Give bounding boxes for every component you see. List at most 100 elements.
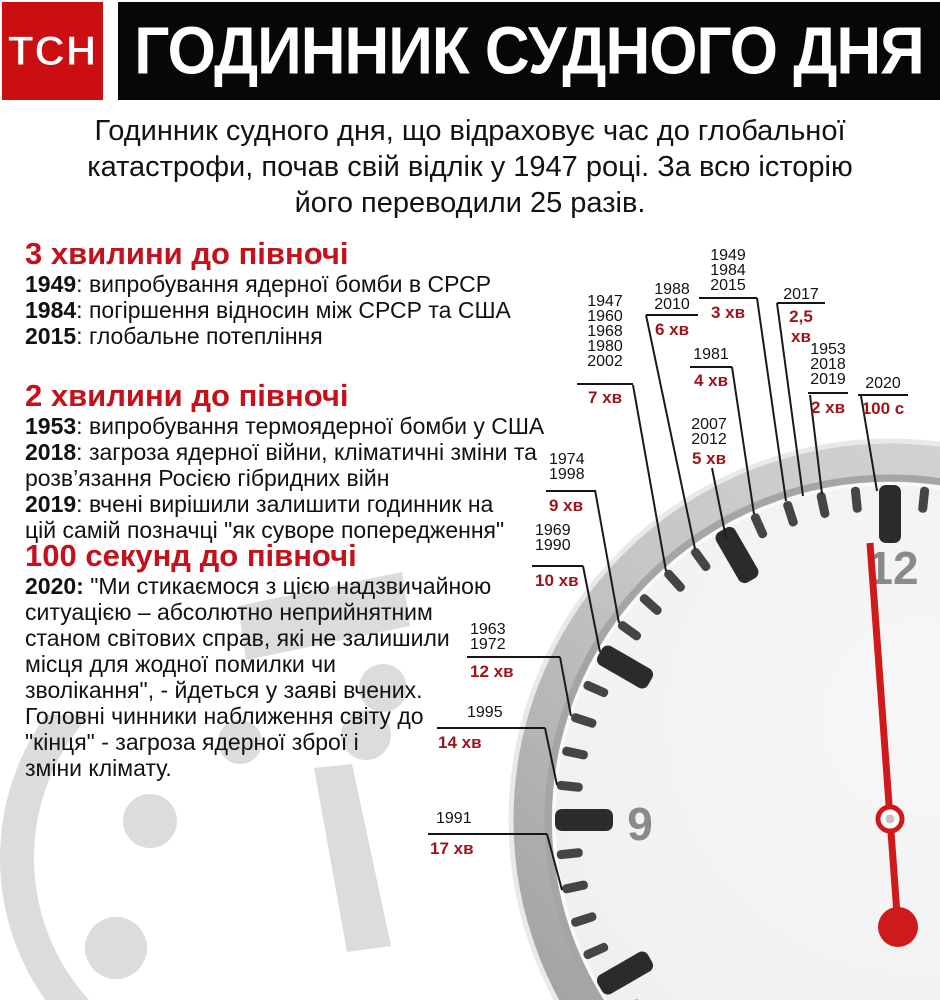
annotation-minutes: 3 хв: [710, 303, 746, 322]
clock-numeral-9: 9: [627, 798, 653, 850]
tsn-logo: ТСН: [2, 2, 103, 100]
annotation-years: 2020: [865, 375, 901, 392]
clock-tick-minor: [583, 680, 609, 698]
clock-annotation-9min: 1974 1998 9 хв: [546, 452, 596, 516]
annotation-minutes: 6 хв: [654, 320, 690, 339]
clock-tick-minor: [556, 848, 583, 860]
annotation-minutes: 10 хв: [535, 571, 579, 590]
leader-line-2-5min: [776, 302, 804, 497]
clock-tick-minor: [562, 746, 588, 760]
clock-hand-counterweight: [878, 907, 918, 947]
section-2-minutes: 2 хвилини до півночі 1953: випробування …: [25, 380, 544, 543]
annotation-underline: [428, 833, 547, 835]
clock-annotation-2-5min: 2017 2,5 хв: [777, 287, 825, 347]
annotation-years: 2017: [783, 286, 819, 303]
annotation-underline: [690, 366, 732, 368]
clock-tick-minor: [583, 942, 609, 960]
annotation-years: 1947 1960 1968 1980 2002: [587, 293, 623, 370]
clock-tick-minor: [918, 486, 930, 513]
clock-annotation-12min: 1963 1972 12 хв: [467, 622, 560, 682]
tsn-logo-text: ТСН: [7, 27, 98, 75]
intro-text: Годинник судного дня, що відраховує час …: [87, 115, 853, 219]
entry-year: 1949: [25, 271, 77, 297]
entry-year: 1953: [25, 413, 77, 439]
watermark-hand: [314, 764, 391, 952]
entry-text: : вчені вирішили залишити годинник на ці…: [25, 491, 505, 543]
section-100-seconds: 100 секунд до півночі 2020: "Ми стикаємо…: [25, 540, 491, 781]
clock-tick-minor: [562, 880, 588, 894]
timeline-entry: 2020: "Ми стикаємося з цією надзвичайною…: [25, 573, 491, 781]
clock-tick-minor: [664, 569, 685, 592]
clock-annotation-2min: 1953 2018 2019 2 хв: [808, 342, 848, 418]
annotation-minutes: 2 хв: [810, 398, 846, 417]
annotation-underline: [532, 565, 583, 567]
annotation-years: 1953 2018 2019: [810, 341, 846, 388]
watermark-dot: [359, 664, 407, 712]
section-heading: 100 секунд до півночі: [25, 538, 357, 573]
watermark-dot: [341, 710, 391, 760]
annotation-underline: [808, 392, 848, 394]
entry-text: : глобальне потепління: [76, 323, 323, 349]
clock-tick-minor: [639, 594, 662, 615]
clock-rim: [510, 440, 940, 1000]
section-3-minutes: 3 хвилини до півночі 1949: випробування …: [25, 238, 511, 349]
entry-text: : випробування ядерної бомби в СРСР: [76, 271, 492, 297]
leader-line-10min: [582, 565, 601, 653]
clock-annotation-100s: 2020 100 с: [858, 376, 908, 419]
clock: 12 9: [508, 438, 940, 1000]
clock-rim-inner-line: [552, 482, 940, 1000]
clock-tick-minor: [750, 513, 768, 539]
clock-tick-minor: [571, 912, 597, 927]
entry-text: "Ми стикаємося з цією надзвичайною ситуа…: [25, 573, 492, 781]
annotation-underline: [546, 490, 596, 492]
annotation-leader-lines: [544, 297, 878, 891]
annotation-years: 1995: [467, 704, 503, 721]
annotation-minutes: 14 хв: [438, 733, 482, 752]
annotation-underline: [577, 383, 633, 385]
clock-annotation-4min: 1981 4 хв: [690, 347, 732, 391]
annotation-minutes: 2,5 хв: [789, 307, 813, 346]
watermark-arc: [0, 715, 90, 1000]
annotation-years: 1988 2010: [654, 281, 690, 313]
entry-year: 2018: [25, 439, 77, 465]
watermark-band: [238, 572, 410, 660]
entry-year: 2019: [25, 491, 77, 517]
clock-rim-stripe: [544, 474, 940, 1000]
clock-tick-minor: [783, 501, 798, 527]
annotation-years: 1981: [693, 346, 729, 363]
timeline-entry: 2018: загроза ядерної війни, кліматичні …: [25, 439, 544, 491]
leader-line-3min: [756, 297, 787, 502]
leader-line-6min: [645, 314, 696, 550]
annotation-years: 1991: [436, 810, 472, 827]
clock-annotation-17min: 1991 17 хв: [428, 811, 547, 859]
annotation-underline: [777, 302, 825, 304]
clock-tick-minor: [816, 492, 830, 518]
clock-face: [554, 484, 940, 1000]
annotation-minutes: 12 хв: [470, 662, 514, 681]
watermark-dot: [218, 720, 262, 764]
timeline-entry: 2019: вчені вирішили залишити годинник н…: [25, 491, 544, 543]
annotation-underline: [858, 394, 908, 396]
leader-line-2min: [809, 394, 823, 495]
clock-hand: [866, 542, 902, 929]
annotation-years: 1969 1990: [535, 522, 571, 554]
leader-line-17min: [546, 833, 563, 891]
page-title: ГОДИННИК СУДНОГО ДНЯ: [134, 13, 924, 89]
clock-annotation-3min: 1949 1984 2015 3 хв: [699, 248, 757, 323]
annotation-years: 1974 1998: [549, 451, 585, 483]
leader-line-12min: [559, 656, 572, 717]
leader-line-100s: [860, 395, 878, 492]
clock-tick-minor: [617, 621, 642, 641]
watermark-dot: [85, 917, 147, 979]
annotation-underline: [699, 297, 757, 299]
annotation-minutes: 5 хв: [691, 449, 727, 468]
clock-tick-major: [879, 485, 901, 543]
leader-line-14min: [544, 727, 558, 786]
clock-annotation-6min: 1988 2010 6 хв: [646, 282, 698, 340]
clock-tick-major: [596, 645, 654, 689]
leader-line-5min: [711, 467, 727, 539]
clock-tick-minor: [571, 713, 597, 728]
clock-tick-major: [555, 809, 613, 831]
annotation-years: 1963 1972: [470, 621, 506, 653]
